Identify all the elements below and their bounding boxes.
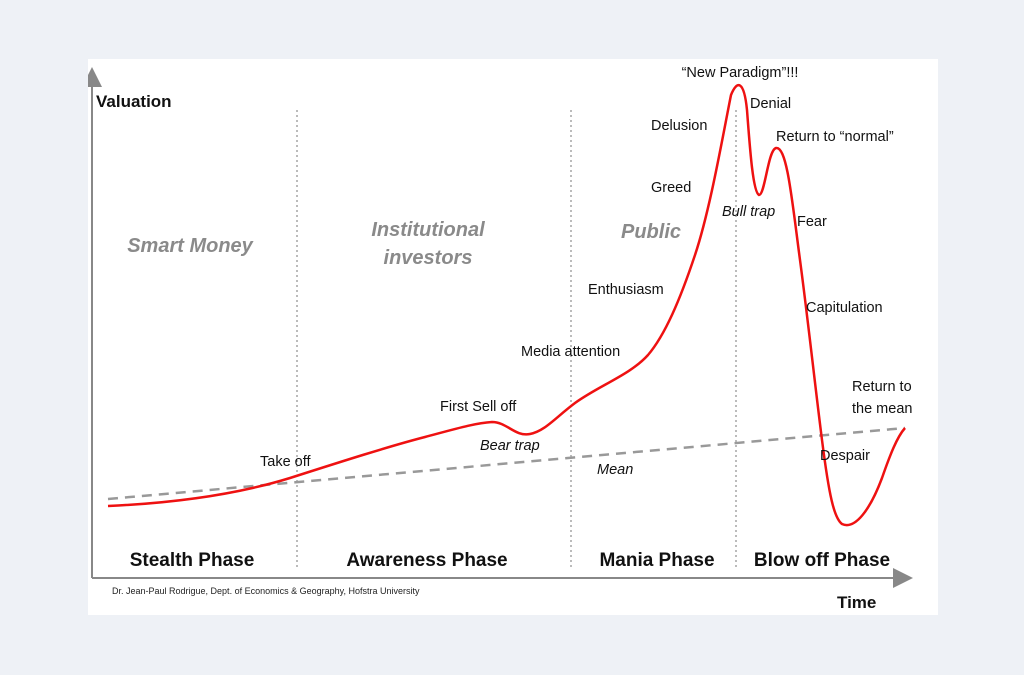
stage-mean: Mean: [597, 462, 633, 478]
stage-fear: Fear: [797, 214, 827, 230]
audience-smart-money: Smart Money: [127, 235, 253, 257]
stage-capitulation: Capitulation: [806, 300, 883, 316]
stage-greed: Greed: [651, 180, 691, 196]
valuation-curve: [107, 83, 906, 527]
credit-line: Dr. Jean-Paul Rodrigue, Dept. of Economi…: [112, 586, 420, 596]
phase-blow-off: Blow off Phase: [754, 550, 890, 571]
stage-enthusiasm: Enthusiasm: [588, 282, 664, 298]
stage-first-sell-off: First Sell off: [440, 399, 517, 415]
phase-mania: Mania Phase: [599, 550, 714, 571]
stage-delusion: Delusion: [651, 118, 707, 134]
audience-institutional-line2: investors: [384, 247, 473, 269]
bubble-stages-diagram: Valuation Time Smart Money Institutional…: [88, 65, 913, 612]
stage-new-paradigm: “New Paradigm”!!!: [682, 65, 799, 81]
stage-return-to-mean-line1: Return to: [852, 379, 912, 395]
stage-take-off: Take off: [260, 454, 311, 470]
stage-return-to-normal: Return to “normal”: [776, 129, 894, 145]
mean-line: [107, 426, 906, 501]
stage-bull-trap: Bull trap: [722, 204, 775, 220]
stage-media-attention: Media attention: [521, 344, 620, 360]
diagram-panel: Valuation Time Smart Money Institutional…: [88, 59, 938, 615]
stage-bear-trap: Bear trap: [480, 438, 540, 454]
phase-awareness: Awareness Phase: [346, 550, 507, 571]
phase-stealth: Stealth Phase: [130, 550, 255, 571]
x-axis-title: Time: [837, 593, 876, 612]
audience-public: Public: [621, 221, 681, 243]
audience-institutional-line1: Institutional: [371, 219, 485, 241]
stage-return-to-mean-line2: the mean: [852, 401, 912, 417]
stage-denial: Denial: [750, 96, 791, 112]
y-axis-title: Valuation: [96, 92, 172, 111]
stage-despair: Despair: [820, 448, 870, 464]
